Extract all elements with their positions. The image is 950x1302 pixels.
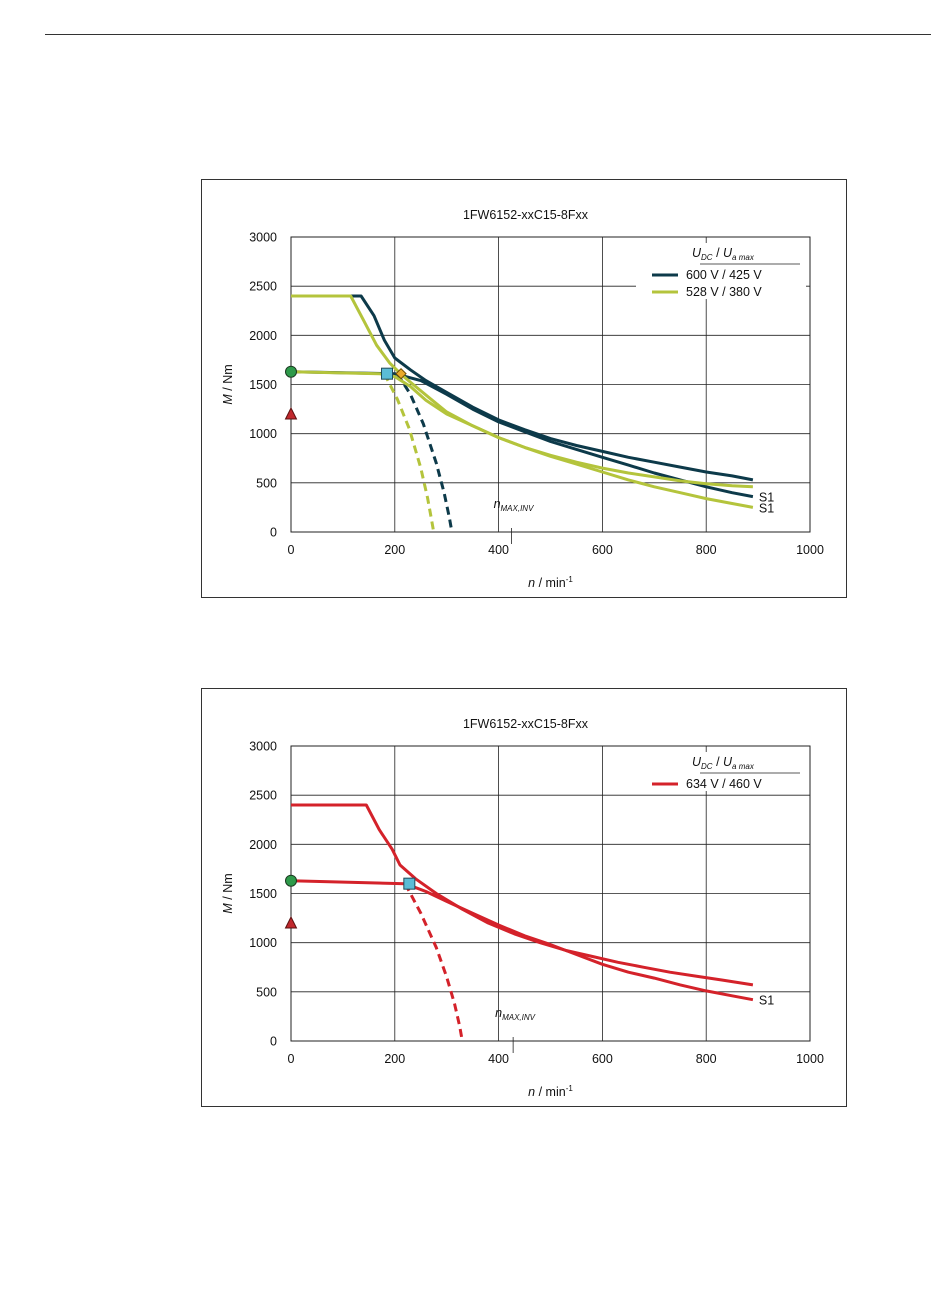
- chart-1-panel: 1FW6152-xxC15-8Fxx 0 200 400 600 800 1000 0 500 1…: [201, 179, 847, 598]
- x-axis-label: n / min-1: [528, 1084, 573, 1099]
- s1-curve-label: S1: [759, 994, 774, 1008]
- chart-2-panel: 1FW6152-xxC15-8Fxx 0 200 400 600 800 1000 0 500 1…: [201, 688, 847, 1107]
- x-tick-label: 400: [488, 1052, 509, 1066]
- x-axis-variable: n: [528, 576, 535, 590]
- legend-header: UDC / Ua max: [692, 246, 755, 262]
- y-tick-label: 3000: [249, 231, 277, 245]
- x-tick-label: 400: [488, 543, 509, 557]
- series-peak-curve: [291, 803, 754, 987]
- series-peak-curve: [291, 294, 754, 482]
- y-axis-variable: M: [221, 903, 235, 914]
- legend-header-udc: U: [692, 755, 702, 769]
- x-axis-unit: / min: [535, 1085, 566, 1099]
- x-axis-exponent: -1: [566, 1084, 574, 1093]
- x-tick-label: 800: [696, 1052, 717, 1066]
- circle-marker: [285, 874, 297, 887]
- y-tick-label: 0: [270, 526, 277, 540]
- legend-header-udc-sub: DC: [701, 762, 713, 771]
- legend-header-ua: U: [723, 755, 733, 769]
- n-max-inv-subscript: MAX,INV: [501, 504, 535, 513]
- y-axis-label: M / Nm: [221, 873, 235, 913]
- y-axis-variable: M: [221, 394, 235, 405]
- chart-title: 1FW6152-xxC15-8Fxx: [463, 208, 589, 222]
- legend-entry-label: 600 V / 425 V: [686, 268, 762, 282]
- n-max-inv-label: nMAX,INV: [494, 497, 535, 513]
- n-max-inv-subscript: MAX,INV: [502, 1013, 536, 1022]
- y-tick-label: 500: [256, 476, 277, 490]
- x-tick-label: 0: [288, 543, 295, 557]
- series-s1-curve: [290, 370, 754, 509]
- x-tick-label: 600: [592, 543, 613, 557]
- circle-marker: [285, 365, 297, 378]
- triangle-marker: [284, 915, 298, 929]
- y-axis-unit: / Nm: [221, 364, 235, 394]
- x-tick-label: 200: [384, 543, 405, 557]
- x-axis-unit: / min: [535, 576, 566, 590]
- x-tick-label: 1000: [796, 543, 824, 557]
- legend-header: UDC / Ua max: [692, 755, 755, 771]
- legend-header-ua-sub: a max: [732, 762, 755, 771]
- y-tick-label: 2000: [249, 838, 277, 852]
- n-max-inv-symbol: n: [495, 1006, 502, 1020]
- y-tick-label: 1500: [249, 378, 277, 392]
- legend-entry-label: 528 V / 380 V: [686, 285, 762, 299]
- y-tick-label: 1000: [249, 936, 277, 950]
- square-marker: [403, 877, 416, 890]
- n-max-inv-label: nMAX,INV: [495, 1006, 536, 1022]
- n-max-inv-symbol: n: [494, 497, 501, 511]
- x-axis-variable: n: [528, 1085, 535, 1099]
- y-tick-label: 1000: [249, 427, 277, 441]
- y-tick-label: 3000: [249, 740, 277, 754]
- chart-1-svg: 1FW6152-xxC15-8Fxx 0 200 400 600 800 1000 0 500 1…: [221, 208, 824, 590]
- series-field-weakening-curve: [396, 372, 454, 533]
- legend-background: [636, 243, 806, 299]
- series-field-weakening-curve: [383, 373, 436, 533]
- legend-header-sep: /: [713, 755, 723, 769]
- legend-entry-label: 634 V / 460 V: [686, 777, 762, 791]
- triangle-marker: [284, 406, 298, 420]
- y-tick-label: 0: [270, 1035, 277, 1049]
- y-tick-label: 2500: [249, 280, 277, 294]
- y-tick-label: 2500: [249, 789, 277, 803]
- legend-header-udc: U: [692, 246, 702, 260]
- x-tick-label: 600: [592, 1052, 613, 1066]
- square-marker: [381, 367, 394, 380]
- legend-header-sep: /: [713, 246, 723, 260]
- series-s1-curve: [290, 879, 754, 1002]
- series-field-weakening-curve: [403, 882, 464, 1042]
- y-axis-unit: / Nm: [221, 873, 235, 903]
- y-tick-label: 2000: [249, 329, 277, 343]
- chart-title: 1FW6152-xxC15-8Fxx: [463, 717, 589, 731]
- x-tick-label: 200: [384, 1052, 405, 1066]
- diamond-marker: [395, 367, 407, 380]
- chart-2-svg: 1FW6152-xxC15-8Fxx 0 200 400 600 800 1000 0 500 1…: [221, 717, 824, 1099]
- x-tick-label: 0: [288, 1052, 295, 1066]
- y-axis-label: M / Nm: [221, 364, 235, 404]
- x-axis-label: n / min-1: [528, 575, 573, 590]
- y-tick-label: 500: [256, 985, 277, 999]
- s1-curve-label: S1: [759, 501, 774, 515]
- legend-header-ua-sub: a max: [732, 253, 755, 262]
- x-tick-label: 800: [696, 543, 717, 557]
- s1-curve-label: S1: [759, 491, 774, 505]
- x-tick-label: 1000: [796, 1052, 824, 1066]
- legend-header-ua: U: [723, 246, 733, 260]
- top-rule: [45, 34, 931, 35]
- x-axis-exponent: -1: [566, 575, 574, 584]
- legend-header-udc-sub: DC: [701, 253, 713, 262]
- y-tick-label: 1500: [249, 887, 277, 901]
